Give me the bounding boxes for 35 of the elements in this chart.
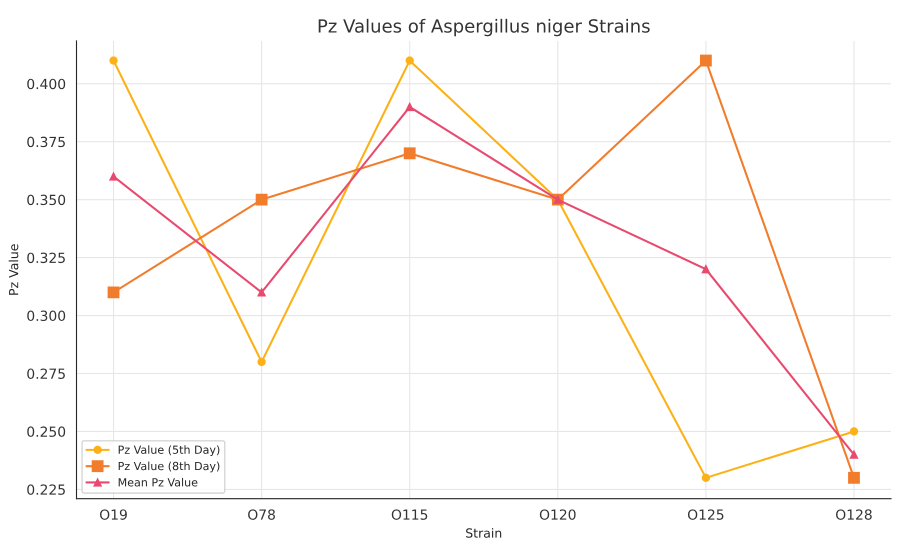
point (406, 102, 414, 112)
x-tick-label: O128 (836, 509, 872, 520)
y-tick-label: 0.275 (27, 368, 65, 379)
y-tick-label: 0.325 (27, 252, 65, 264)
x-tick-label: O78 (248, 509, 275, 520)
y-tick-label: 0.250 (27, 426, 66, 437)
legend-label: Mean Pz Value (118, 478, 198, 487)
x-axis-title: Strain (466, 528, 502, 538)
y-tick-label: 0.375 (27, 136, 65, 148)
point (850, 450, 858, 459)
y-tick-label: 0.300 (27, 310, 66, 322)
point (109, 56, 118, 65)
point (848, 472, 860, 484)
x-tick-label: O115 (392, 509, 428, 520)
y-axis-title: Pz Value (8, 244, 18, 295)
chart-title: Pz Values of Aspergillus niger Strains (318, 18, 650, 36)
point (257, 358, 266, 366)
point (404, 147, 416, 160)
legend-label: Pz Value (5th Day) (118, 445, 220, 456)
point (108, 286, 120, 298)
point (257, 288, 266, 297)
y-tick-label: 0.400 (27, 78, 66, 90)
point (406, 56, 414, 65)
legend-label: Pz Value (8th Day) (118, 462, 220, 472)
point (850, 427, 858, 436)
point (702, 474, 710, 482)
x-tick-label: O19 (100, 509, 127, 520)
point (109, 172, 118, 181)
x-tick-label: O120 (540, 509, 576, 520)
y-tick-label: 0.225 (27, 484, 65, 495)
point (700, 54, 712, 66)
point (702, 265, 710, 274)
y-tick-label: 0.350 (27, 194, 66, 206)
point (256, 194, 268, 206)
x-tick-label: O125 (688, 509, 724, 520)
